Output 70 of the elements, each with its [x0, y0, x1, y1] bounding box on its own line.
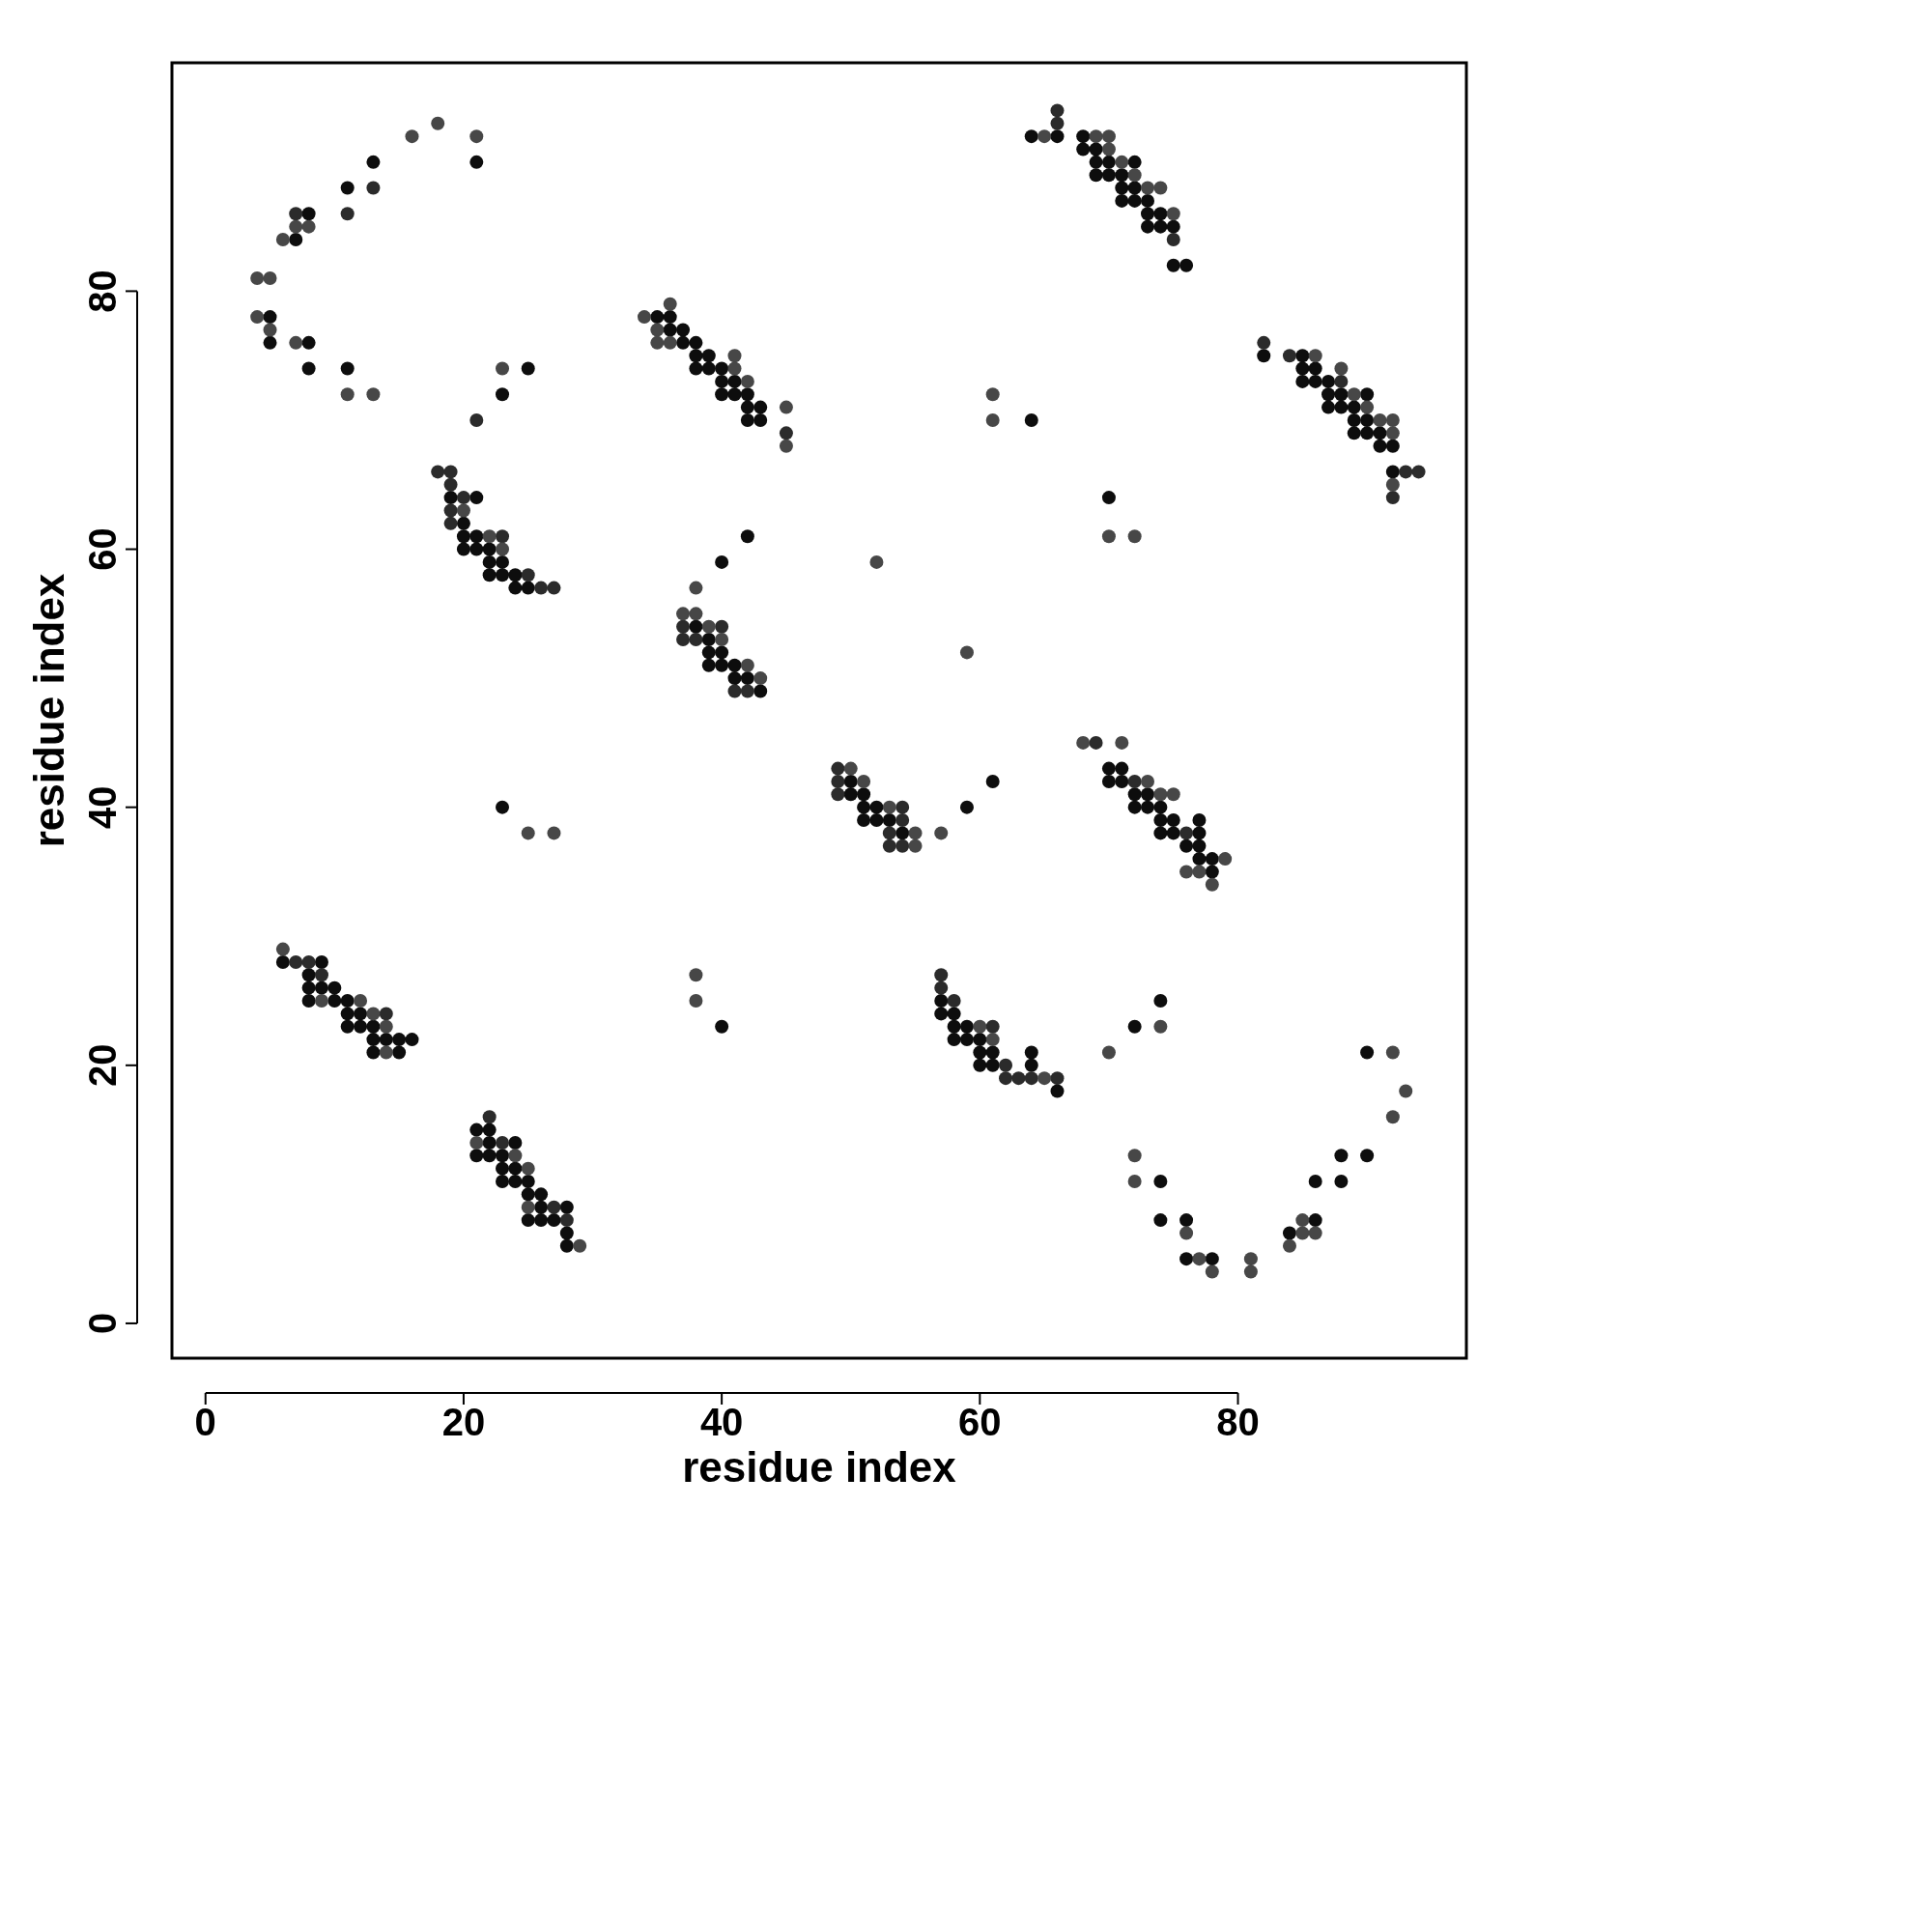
- y-tick-label: 0: [81, 1312, 124, 1335]
- point: [895, 813, 910, 828]
- point: [1050, 116, 1065, 130]
- x-tick-label: 60: [958, 1401, 1002, 1443]
- x-tick-label: 80: [1216, 1401, 1260, 1443]
- point: [1011, 1071, 1026, 1086]
- point: [1411, 465, 1426, 479]
- point: [443, 503, 458, 518]
- point: [1334, 374, 1349, 388]
- x-tick-label: 20: [441, 1401, 486, 1443]
- point: [895, 838, 910, 853]
- point: [431, 465, 445, 479]
- point: [456, 491, 470, 505]
- point: [676, 633, 691, 647]
- point: [934, 968, 949, 982]
- point: [547, 1200, 561, 1214]
- point: [999, 1058, 1013, 1072]
- point: [1385, 491, 1400, 505]
- point: [1089, 735, 1103, 750]
- point: [301, 954, 316, 969]
- point: [469, 412, 484, 427]
- point: [689, 633, 703, 647]
- point: [289, 207, 303, 221]
- point: [534, 581, 549, 595]
- point: [1024, 1071, 1038, 1086]
- point: [934, 980, 949, 995]
- point: [882, 826, 896, 840]
- point: [1179, 826, 1194, 840]
- point: [521, 568, 535, 582]
- point: [1127, 774, 1142, 788]
- x-axis-title: residue index: [682, 1443, 957, 1491]
- point: [727, 684, 742, 698]
- y-tick-label: 40: [81, 785, 124, 829]
- point: [779, 426, 793, 440]
- x-tick-label: 40: [699, 1401, 744, 1443]
- point: [443, 516, 458, 530]
- y-tick-label: 20: [81, 1043, 124, 1088]
- point: [443, 465, 458, 479]
- point: [1399, 465, 1413, 479]
- point: [366, 181, 381, 195]
- point: [482, 1110, 497, 1124]
- point: [559, 1213, 574, 1228]
- point: [831, 761, 845, 776]
- point: [985, 1019, 1000, 1034]
- point: [496, 1135, 510, 1150]
- point: [882, 838, 896, 853]
- point: [340, 207, 355, 221]
- point: [547, 581, 561, 595]
- point: [379, 1007, 393, 1021]
- point: [831, 774, 845, 788]
- x-tick-label: 0: [194, 1401, 216, 1443]
- point: [1282, 349, 1296, 363]
- point: [947, 994, 961, 1009]
- point: [895, 800, 910, 814]
- point: [443, 477, 458, 492]
- point: [831, 787, 845, 802]
- point: [715, 619, 729, 634]
- point: [676, 619, 691, 634]
- point: [1257, 335, 1271, 350]
- point: [289, 954, 303, 969]
- point: [1050, 103, 1065, 118]
- y-axis-title: residue index: [25, 573, 72, 848]
- point: [314, 968, 328, 982]
- point: [496, 529, 510, 544]
- point: [1166, 232, 1180, 246]
- point: [1050, 1071, 1065, 1086]
- y-tick-label: 60: [81, 527, 124, 571]
- y-tick-label: 80: [81, 270, 124, 313]
- point: [740, 684, 754, 698]
- point: [999, 1071, 1013, 1086]
